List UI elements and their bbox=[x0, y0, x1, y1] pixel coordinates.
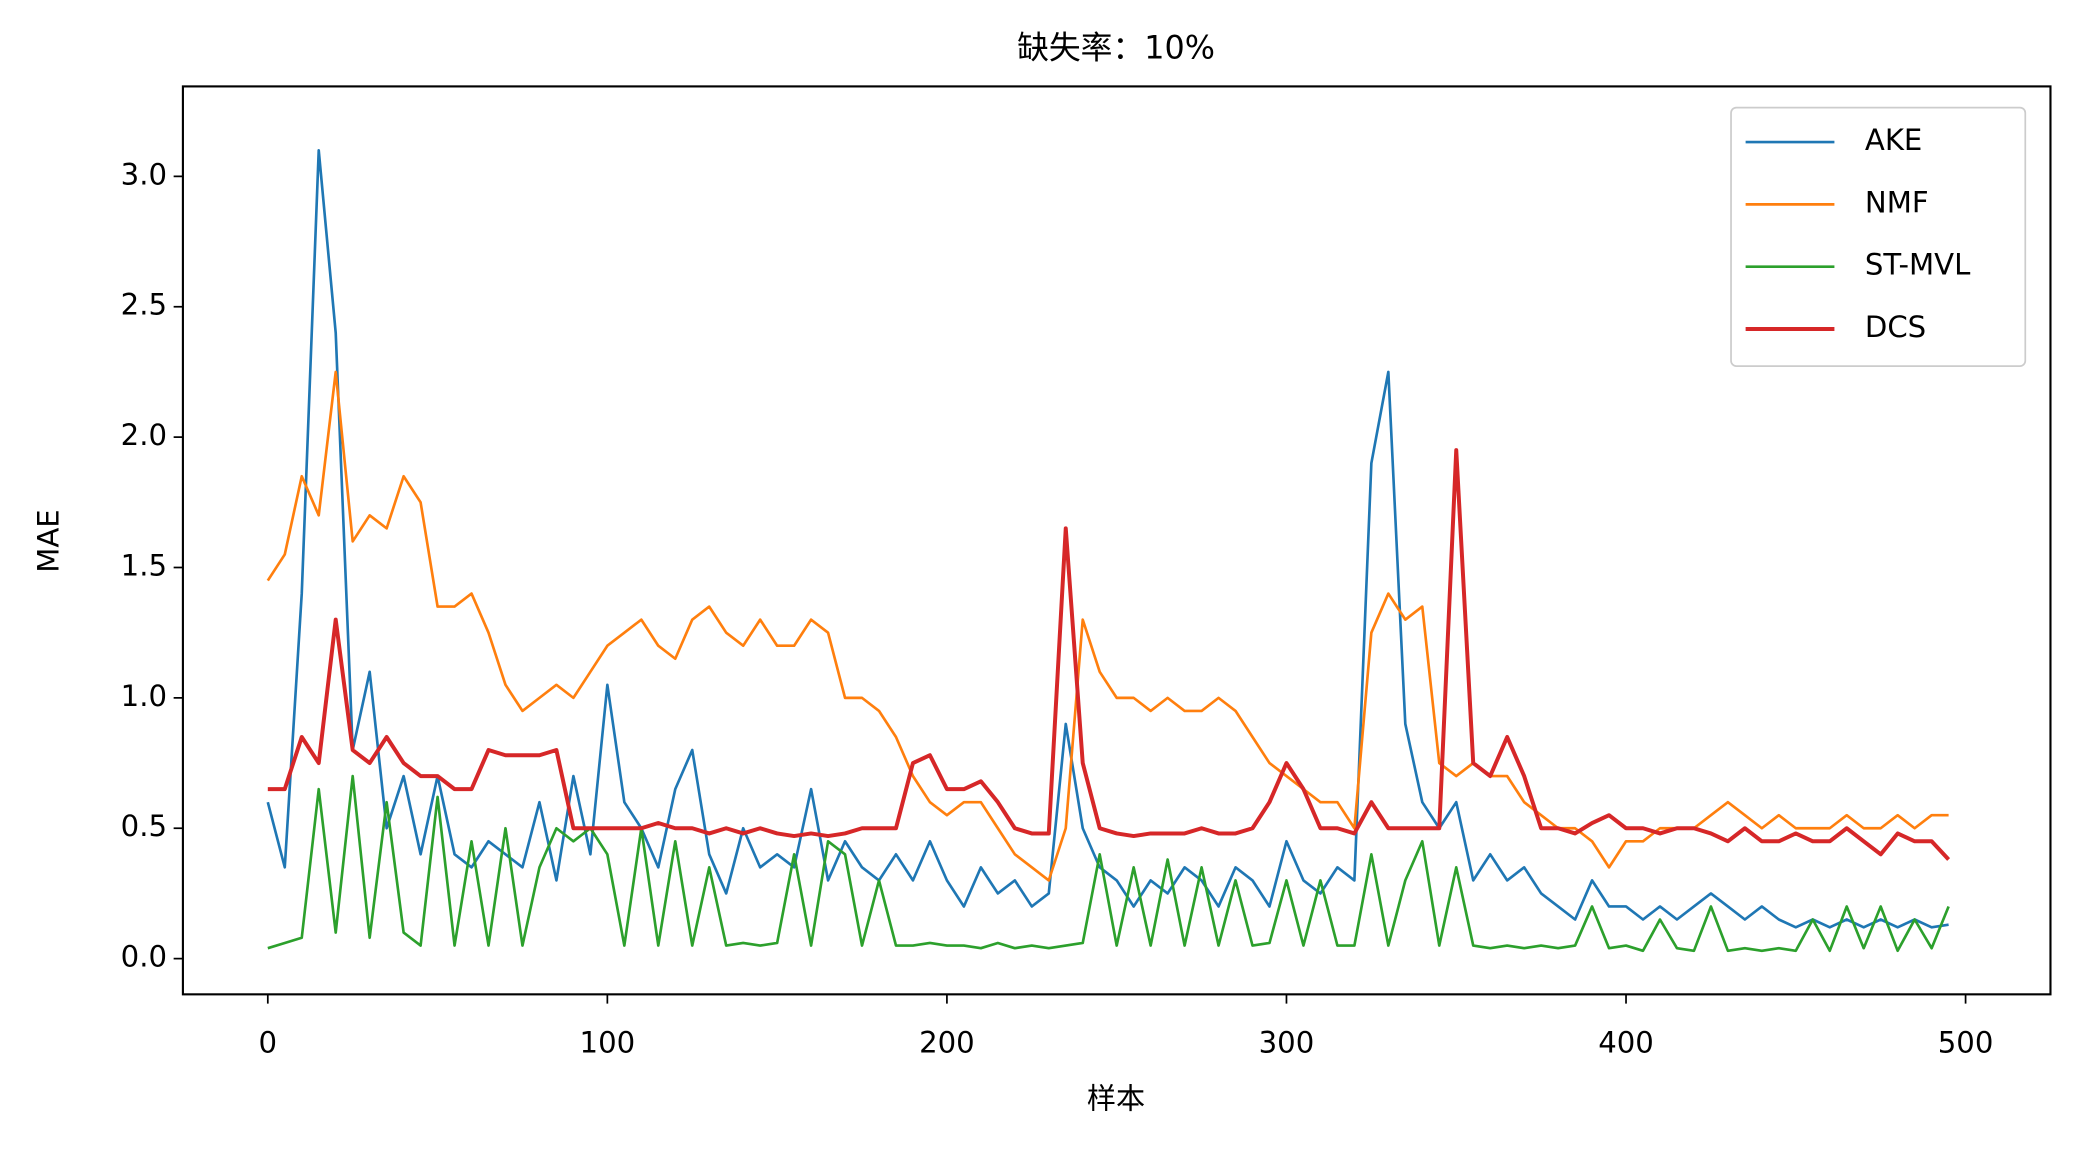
y-tick-label: 0.5 bbox=[121, 809, 167, 843]
x-axis-label: 样本 bbox=[1087, 1081, 1145, 1115]
y-axis-label: MAE bbox=[31, 509, 65, 572]
series-line bbox=[266, 370, 1949, 882]
y-tick-label: 1.0 bbox=[121, 679, 167, 713]
y-tick-label: 1.5 bbox=[121, 548, 167, 582]
x-tick-label: 200 bbox=[919, 1026, 975, 1060]
series-line bbox=[266, 148, 1949, 929]
x-tick-label: 300 bbox=[1259, 1026, 1315, 1060]
y-tick-label: 2.5 bbox=[121, 288, 167, 322]
x-tick-label: 500 bbox=[1938, 1026, 1994, 1060]
x-tick-label: 400 bbox=[1598, 1026, 1654, 1060]
plot-frame bbox=[181, 85, 2052, 996]
y-tick-label: 3.0 bbox=[121, 157, 167, 191]
y-tick-label: 0.0 bbox=[121, 940, 167, 974]
series-line bbox=[267, 774, 1950, 953]
x-tick-label: 0 bbox=[259, 1026, 278, 1060]
chart-title: 缺失率：10% bbox=[1017, 28, 1215, 66]
legend-box bbox=[1730, 106, 2027, 367]
y-tick-label: 2.0 bbox=[121, 418, 167, 452]
legend-label: AKE bbox=[1865, 123, 1922, 157]
legend-label: NMF bbox=[1865, 185, 1929, 219]
legend-label: ST-MVL bbox=[1865, 248, 1971, 282]
series-line bbox=[267, 448, 1951, 861]
legend-label: DCS bbox=[1865, 310, 1926, 344]
x-tick-label: 100 bbox=[580, 1026, 636, 1060]
